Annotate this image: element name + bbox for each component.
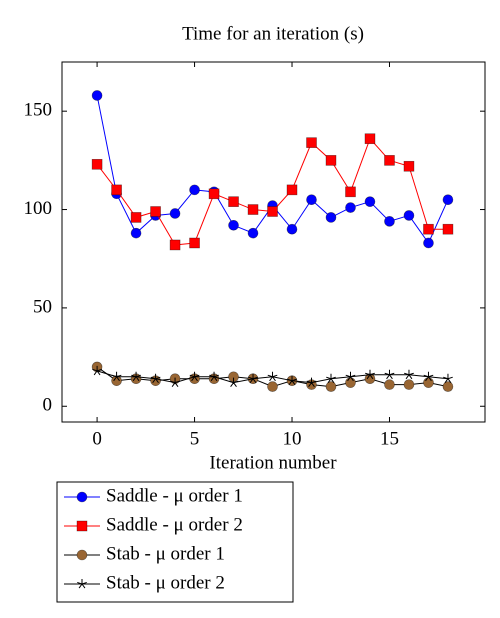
marker — [384, 379, 395, 390]
marker — [189, 371, 200, 382]
marker — [76, 520, 88, 532]
marker — [403, 210, 415, 221]
marker — [189, 237, 200, 249]
marker — [76, 549, 88, 561]
marker — [306, 137, 317, 148]
marker — [306, 377, 317, 387]
marker — [345, 202, 356, 213]
x-tick-label: 10 — [283, 428, 302, 449]
marker — [76, 491, 88, 503]
chart-title: Time for an iteration (s) — [182, 23, 364, 44]
marker — [247, 204, 259, 215]
marker — [365, 369, 375, 380]
marker — [111, 371, 122, 382]
marker — [208, 188, 220, 200]
marker — [228, 219, 239, 231]
x-axis-label: Iteration number — [209, 452, 337, 473]
marker — [326, 373, 336, 384]
marker — [77, 579, 87, 589]
marker — [131, 371, 141, 382]
marker — [423, 371, 434, 382]
marker — [91, 158, 103, 170]
marker — [384, 155, 395, 166]
marker — [150, 206, 161, 217]
marker — [247, 227, 259, 239]
x-tick-label: 15 — [380, 428, 399, 449]
marker — [209, 371, 219, 382]
marker — [286, 223, 298, 235]
marker — [169, 208, 181, 219]
marker — [325, 155, 337, 166]
marker — [169, 239, 181, 251]
y-tick-label: 0 — [43, 395, 53, 416]
marker — [443, 373, 453, 384]
legend-label: Saddle - μ order 2 — [106, 514, 243, 535]
marker — [423, 223, 434, 235]
marker — [442, 194, 454, 206]
marker — [325, 381, 337, 392]
marker — [150, 373, 161, 384]
marker — [403, 160, 415, 172]
marker — [111, 184, 122, 196]
legend-label: Stab - μ order 2 — [106, 572, 225, 593]
marker — [423, 377, 434, 388]
marker — [345, 186, 356, 198]
marker — [286, 184, 298, 196]
legend-label: Saddle - μ order 1 — [106, 485, 243, 506]
marker — [306, 194, 317, 206]
marker — [345, 377, 356, 388]
marker — [364, 133, 376, 145]
marker — [228, 377, 239, 387]
marker — [423, 237, 434, 249]
marker — [442, 381, 454, 392]
marker — [364, 196, 376, 207]
marker — [267, 206, 278, 217]
marker — [403, 379, 415, 390]
marker — [287, 375, 297, 386]
marker — [189, 184, 200, 196]
y-tick-label: 150 — [24, 100, 53, 121]
y-tick-label: 50 — [33, 296, 52, 317]
legend-label: Stab - μ order 1 — [106, 543, 225, 564]
marker — [228, 196, 239, 207]
marker — [267, 371, 278, 382]
marker — [130, 212, 142, 223]
x-tick-label: 0 — [92, 428, 102, 449]
marker — [248, 373, 258, 384]
marker — [325, 212, 337, 223]
marker — [384, 369, 395, 380]
marker — [345, 371, 356, 382]
marker — [92, 365, 102, 376]
series-line — [96, 95, 449, 244]
marker — [404, 369, 414, 380]
marker — [130, 227, 142, 239]
plot-frame — [61, 61, 486, 423]
marker — [267, 381, 278, 392]
legend-box — [56, 481, 294, 603]
x-tick-label: 5 — [190, 428, 200, 449]
series-line — [96, 137, 448, 246]
marker — [91, 90, 103, 101]
y-tick-label: 100 — [24, 198, 53, 219]
marker — [442, 223, 454, 235]
marker — [384, 216, 395, 227]
marker — [170, 377, 180, 387]
